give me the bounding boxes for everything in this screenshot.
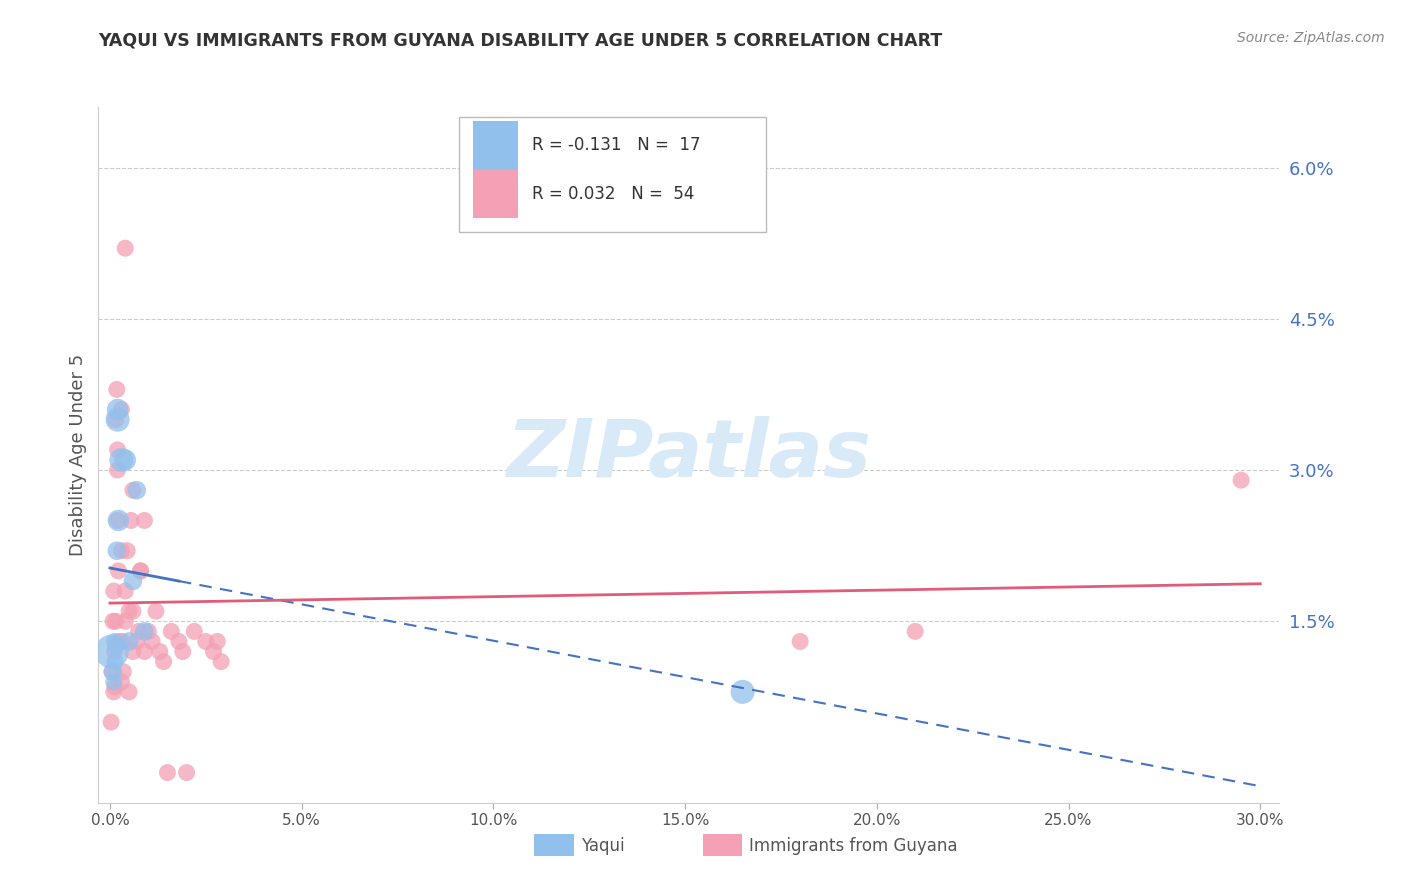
Point [904, 624, 927, 639]
Point [207, 634, 229, 648]
Point [114, 241, 136, 255]
Point [107, 412, 129, 426]
Point [731, 685, 754, 699]
Point [114, 453, 136, 467]
Point [167, 634, 190, 648]
Point [110, 543, 132, 558]
Point [172, 644, 194, 658]
Text: R = -0.131   N =  17: R = -0.131 N = 17 [531, 136, 700, 154]
Point [120, 513, 142, 527]
Point [122, 644, 145, 658]
Point [112, 665, 135, 679]
Point [136, 624, 159, 639]
Point [103, 634, 125, 648]
Y-axis label: Disability Age Under 5: Disability Age Under 5 [69, 354, 87, 556]
Point [125, 483, 148, 498]
Point [103, 685, 125, 699]
Text: ZIPatlas: ZIPatlas [506, 416, 872, 494]
Point [1230, 473, 1253, 487]
Point [101, 644, 124, 658]
Point [122, 574, 145, 588]
Point [176, 765, 198, 780]
Point [107, 463, 129, 477]
Point [105, 543, 128, 558]
Point [209, 655, 232, 669]
Point [122, 483, 145, 498]
Point [105, 383, 128, 397]
Point [107, 402, 129, 417]
FancyBboxPatch shape [472, 121, 517, 169]
Point [104, 640, 127, 654]
Point [156, 765, 179, 780]
Point [160, 624, 183, 639]
Point [103, 644, 125, 658]
Point [104, 655, 127, 669]
Point [104, 412, 127, 426]
Point [149, 644, 172, 658]
FancyBboxPatch shape [472, 169, 517, 219]
Text: Yaqui: Yaqui [581, 837, 624, 855]
Text: R = 0.032   N =  54: R = 0.032 N = 54 [531, 185, 695, 203]
Point [141, 634, 163, 648]
Point [103, 584, 125, 599]
Point [114, 615, 136, 629]
Point [107, 564, 129, 578]
Point [103, 674, 125, 689]
Point [115, 543, 138, 558]
Point [125, 634, 148, 648]
Point [101, 615, 124, 629]
Point [107, 513, 129, 527]
Point [111, 634, 134, 648]
Text: Immigrants from Guyana: Immigrants from Guyana [749, 837, 957, 855]
Point [122, 604, 145, 618]
Point [110, 402, 132, 417]
Point [107, 442, 129, 457]
Point [108, 634, 131, 648]
Point [118, 634, 141, 648]
Point [104, 615, 127, 629]
Text: YAQUI VS IMMIGRANTS FROM GUYANA DISABILITY AGE UNDER 5 CORRELATION CHART: YAQUI VS IMMIGRANTS FROM GUYANA DISABILI… [98, 31, 942, 49]
Point [110, 674, 132, 689]
Point [134, 513, 156, 527]
Point [110, 453, 132, 467]
Point [183, 624, 205, 639]
FancyBboxPatch shape [458, 118, 766, 232]
Point [129, 564, 152, 578]
Point [202, 644, 225, 658]
Point [107, 513, 129, 527]
Point [129, 564, 152, 578]
Point [145, 604, 167, 618]
Point [194, 634, 217, 648]
Point [118, 685, 141, 699]
Point [134, 644, 156, 658]
Point [114, 584, 136, 599]
Point [134, 624, 156, 639]
Point [101, 665, 124, 679]
Point [104, 680, 127, 694]
Text: Source: ZipAtlas.com: Source: ZipAtlas.com [1237, 31, 1385, 45]
Point [118, 604, 141, 618]
Point [101, 665, 124, 679]
Point [152, 655, 174, 669]
Point [128, 624, 150, 639]
Point [100, 715, 122, 730]
Point [789, 634, 811, 648]
